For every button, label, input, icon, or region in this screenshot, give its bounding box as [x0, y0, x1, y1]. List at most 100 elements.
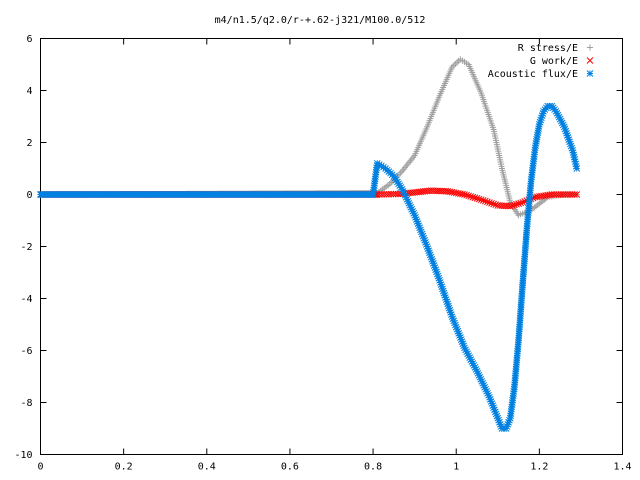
data-point: [554, 111, 562, 119]
legend: R stress/E G work/E Acoustic flux/E: [488, 43, 594, 80]
data-point: [399, 187, 407, 195]
legend-marker: [587, 44, 593, 51]
data-point: [559, 121, 567, 129]
data-point: [418, 230, 426, 238]
data-point: [430, 262, 438, 269]
data-point: [489, 402, 497, 409]
data-point: [436, 276, 443, 284]
data-point: [417, 228, 425, 236]
data-point: [398, 185, 406, 193]
data-point: [411, 211, 418, 219]
data-point: [475, 195, 483, 203]
data-point: [568, 144, 576, 152]
data-point: [461, 191, 468, 198]
data-point: [428, 255, 436, 263]
data-point: [508, 202, 516, 209]
data-point: [571, 191, 578, 198]
data-point: [443, 298, 451, 306]
data-point: [410, 209, 418, 217]
data-point: [494, 414, 502, 422]
data-point: [434, 272, 442, 280]
data-point: [504, 420, 512, 428]
data-point: [562, 127, 570, 135]
data-point: [406, 201, 414, 209]
data-point: [503, 423, 511, 430]
data-point: [564, 134, 572, 141]
x-tick-label: 0: [37, 462, 43, 473]
data-point: [573, 191, 581, 198]
data-point: [421, 236, 428, 244]
data-point: [419, 232, 427, 240]
data-point: [485, 391, 492, 399]
data-point: [426, 249, 433, 257]
data-point: [491, 406, 498, 414]
data-point: [570, 151, 578, 159]
data-point: [573, 165, 581, 172]
data-point: [496, 418, 503, 426]
data-point: [420, 234, 428, 242]
data-point: [496, 420, 504, 428]
chart-title: m4/n1.5/q2.0/r-+.62-j321/M100.0/512: [215, 15, 426, 26]
data-point: [444, 300, 452, 308]
data-point: [456, 332, 463, 339]
data-point: [479, 197, 487, 204]
data-point: [465, 352, 473, 360]
data-point: [400, 189, 408, 197]
data-point: [402, 193, 410, 201]
data-point: [459, 340, 467, 348]
data-point: [513, 200, 520, 208]
data-point: [571, 158, 579, 166]
data-point: [452, 321, 459, 329]
data-point: [553, 109, 561, 117]
data-point: [486, 199, 493, 206]
data-point: [558, 119, 566, 127]
data-point: [469, 193, 477, 201]
data-point: [438, 283, 446, 291]
data-point: [463, 348, 470, 356]
legend-marker: [586, 70, 594, 77]
x-tick-label: 0.6: [281, 462, 299, 473]
data-point: [552, 107, 560, 115]
data-point: [506, 416, 513, 424]
data-point: [519, 198, 527, 206]
data-point: [465, 192, 473, 200]
data-point: [563, 132, 571, 139]
data-point: [461, 344, 468, 352]
data-point: [433, 268, 440, 276]
y-tick-label: 4: [26, 86, 32, 97]
x-tick-label: 0.4: [198, 462, 216, 473]
legend-label: R stress/E: [518, 43, 578, 54]
data-point: [560, 123, 568, 131]
data-point: [405, 199, 413, 207]
data-point: [539, 110, 547, 117]
x-tick-label: 1.4: [613, 462, 631, 473]
axes-layer: 0 0.2 0.4 0.6 0.8 1 1.2 1.4 6 4 2 0 -2 -4 -6 -8 -10: [14, 34, 631, 473]
data-point: [431, 264, 439, 271]
data-point: [433, 270, 441, 278]
data-point: [413, 218, 421, 225]
y-tick-label: 0: [26, 190, 32, 201]
data-point: [469, 360, 477, 367]
data-point: [437, 281, 445, 288]
data-point: [570, 153, 578, 161]
data-point: [407, 203, 415, 211]
data-point: [436, 279, 444, 286]
data-point: [454, 327, 462, 335]
x-tick-label: 0.2: [115, 462, 133, 473]
data-point: [442, 294, 449, 301]
data-point: [567, 142, 575, 150]
data-point: [468, 358, 476, 365]
data-point: [380, 163, 387, 171]
data-point: [412, 214, 419, 221]
data-point: [441, 291, 449, 299]
data-point: [442, 296, 450, 303]
data-point: [429, 260, 437, 267]
data-point: [415, 222, 423, 230]
data-point: [475, 371, 483, 379]
data-point: [479, 379, 487, 387]
data-point: [478, 377, 486, 385]
data-point: [571, 156, 579, 163]
data-point: [561, 125, 569, 133]
data-point: [482, 385, 489, 393]
